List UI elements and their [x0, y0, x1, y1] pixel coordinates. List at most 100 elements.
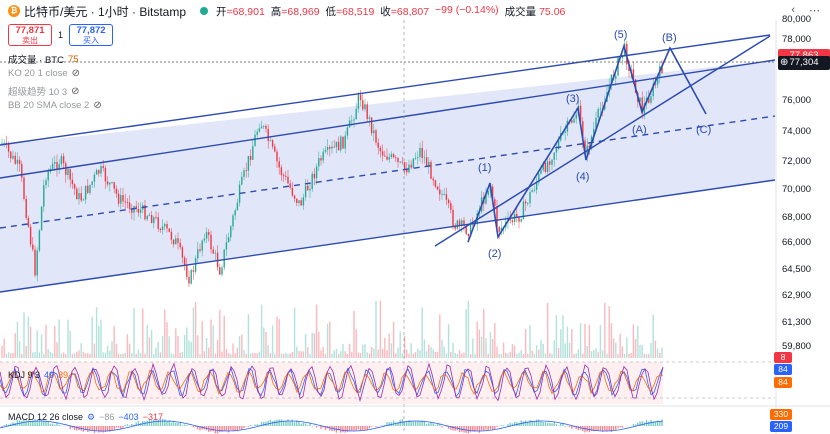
volume-bar: [133, 307, 135, 358]
volume-bar: [111, 341, 113, 358]
volume-bar: [491, 338, 494, 358]
macd-bar: [632, 424, 635, 426]
candle-body: [296, 198, 298, 203]
volume-bars: [1, 300, 663, 358]
menu-icon[interactable]: ⋯: [809, 5, 820, 17]
eye-hidden-icon[interactable]: ⊘: [93, 100, 102, 111]
legend-volume[interactable]: 成交量 · BTC 75: [8, 52, 79, 67]
macd-bar: [102, 426, 104, 433]
volume-bar: [337, 353, 340, 358]
candle-body: [370, 117, 373, 134]
settings-icon[interactable]: ⚙: [87, 412, 96, 422]
macd-bar: [87, 426, 89, 433]
candle-body: [60, 156, 63, 165]
candle-body: [553, 152, 555, 160]
volume-bar: [555, 315, 558, 358]
macd-bar: [472, 426, 474, 432]
volume-bar: [216, 340, 219, 358]
volume-bar: [656, 348, 659, 358]
price-axis-label: 68,000: [782, 212, 812, 223]
chevron-left-icon[interactable]: ‹: [791, 4, 795, 16]
symbol-title[interactable]: 比特币/美元 · 1小时 · Bitstamp: [24, 4, 187, 19]
candle-body: [249, 155, 252, 160]
macd-bar: [410, 421, 412, 426]
candle-body: [487, 190, 489, 195]
price-axis-label: 74,000: [782, 126, 812, 137]
volume-bar: [606, 353, 608, 358]
candle-body: [227, 237, 230, 243]
volume-bar: [425, 351, 428, 358]
volume-bar: [612, 338, 615, 358]
plus-icon[interactable]: ⊕: [780, 57, 789, 68]
legend-supertrend[interactable]: 超级趋势 10 3 ⊘: [8, 84, 80, 99]
macd-bar: [439, 424, 441, 426]
candle-body: [538, 173, 540, 183]
candle-body: [254, 134, 256, 147]
volume-bar: [84, 353, 87, 358]
volume-bar: [155, 348, 157, 358]
candle-body: [632, 69, 635, 80]
candle-body: [549, 161, 551, 165]
volume-bar: [157, 341, 159, 358]
legend-bb-label: BB 20 SMA close 2: [8, 100, 90, 111]
macd-bar: [300, 423, 302, 426]
candle-body: [353, 119, 355, 121]
macd-bar: [7, 424, 10, 426]
macd-legend[interactable]: MACD 12 26 close ⚙ −86 −403 −317: [8, 412, 163, 423]
macd-bar: [535, 419, 538, 426]
macd-bar: [511, 423, 514, 426]
macd-bar: [500, 425, 503, 426]
macd-bar: [216, 426, 219, 434]
candle-body: [458, 220, 461, 226]
volume-bar: [1, 345, 3, 358]
volume-bar: [274, 353, 276, 358]
macd-bar: [304, 423, 307, 426]
candle-body: [320, 158, 322, 161]
buy-button[interactable]: 77,872 买入: [69, 24, 114, 46]
volume-bar: [159, 352, 162, 358]
macd-bar: [91, 426, 93, 431]
volume-bar: [522, 353, 525, 358]
legend-volume-label: 成交量 · BTC: [8, 55, 64, 66]
volume-bar: [313, 333, 316, 358]
macd-bar: [577, 426, 580, 431]
macd-bar: [221, 426, 223, 432]
candle-body: [531, 190, 533, 193]
candle-body: [219, 267, 221, 275]
candle-body: [432, 178, 434, 181]
volume-bar: [406, 349, 408, 358]
sell-button[interactable]: 77,871 卖出: [8, 24, 52, 46]
macd-bar: [540, 420, 542, 426]
macd-bar: [348, 426, 351, 431]
volume-bar: [122, 353, 124, 358]
macd-bar: [612, 426, 615, 430]
macd-v1: −86: [99, 412, 115, 422]
candle-body: [326, 146, 329, 150]
candle-body: [597, 109, 599, 118]
candle-body: [5, 142, 8, 144]
volume-bar: [571, 329, 573, 358]
kdj-legend[interactable]: KDJ 9 3 40 39: [8, 370, 68, 380]
volume-bar: [410, 343, 412, 358]
volume-bar: [353, 310, 355, 358]
volume-bar: [208, 347, 210, 358]
candle-body: [69, 169, 71, 180]
candle-body: [300, 200, 302, 206]
eye-hidden-icon[interactable]: ⊘: [71, 85, 80, 97]
volume-bar: [73, 353, 76, 358]
candle-body: [421, 147, 423, 158]
price-axis-label: 64,500: [782, 264, 812, 275]
low-value: =68,519: [336, 5, 375, 18]
volume-bar: [23, 312, 25, 358]
eye-hidden-icon[interactable]: ⊘: [71, 68, 81, 79]
legend-ko[interactable]: KO 20 1 close ⊘: [8, 68, 80, 79]
macd-bar: [480, 426, 483, 432]
legend-bb[interactable]: BB 20 SMA close 2 ⊘: [8, 100, 102, 111]
volume-bar: [241, 334, 243, 358]
macd-bar: [122, 426, 124, 428]
volume-bar: [599, 325, 602, 358]
candle-body: [93, 174, 96, 182]
wave-label-3: (3): [566, 93, 579, 105]
candle-body: [82, 199, 85, 201]
